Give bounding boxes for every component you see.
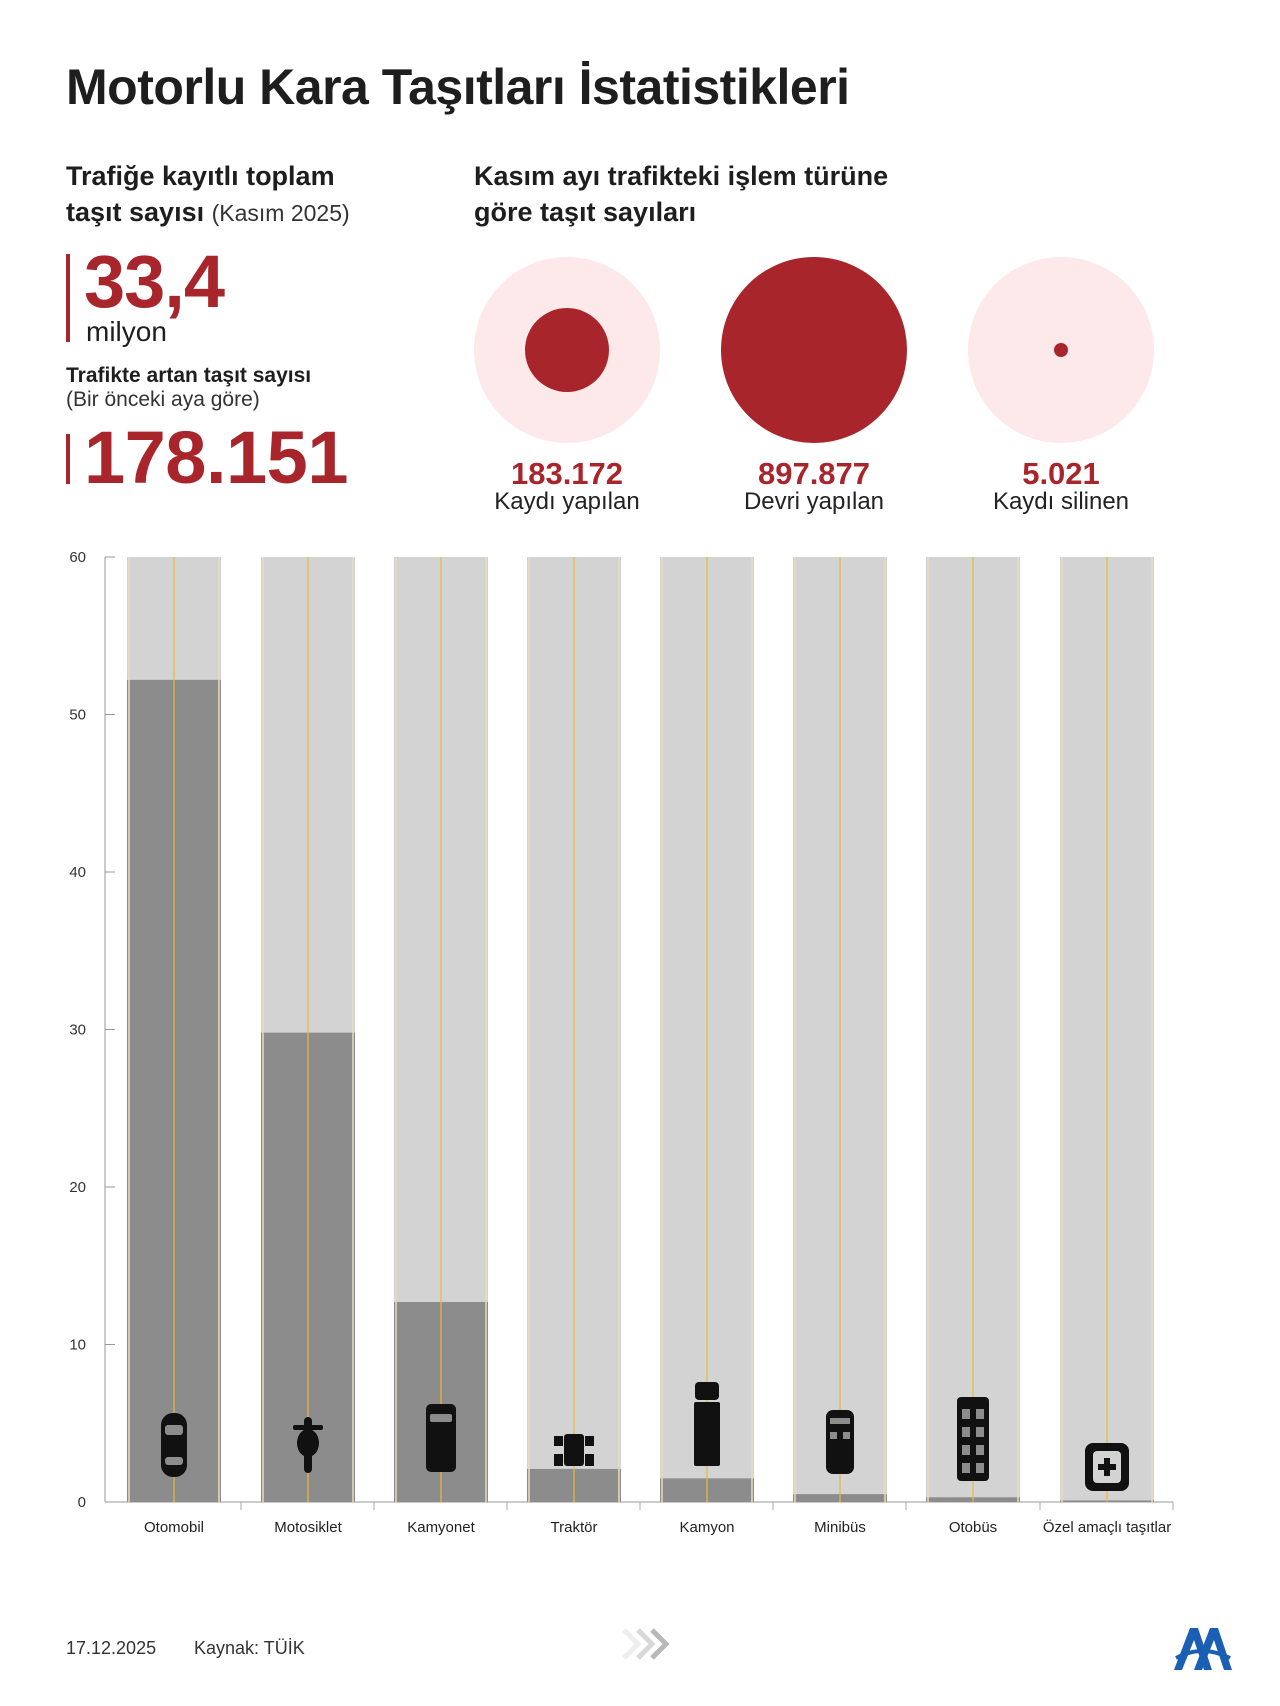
total-heading-line1: Trafiğe kayıtlı toplam: [66, 161, 335, 191]
minibus-icon: [826, 1410, 854, 1474]
y-tick-label: 50: [69, 707, 86, 724]
op-value-transferred: 897.877: [757, 456, 871, 491]
op-bubble-deregistered: [1054, 343, 1068, 357]
x-category-label: Traktör: [551, 1519, 598, 1536]
x-category-label: Kamyonet: [407, 1519, 475, 1536]
op-value-deregistered: 5.021: [1022, 456, 1100, 491]
y-tick-label: 60: [69, 549, 86, 566]
operations-bubbles: [474, 257, 1154, 443]
operations-heading: Kasım ayı trafikteki işlem türüne göre t…: [474, 158, 994, 230]
x-category-label: Özel amaçlı taşıtlar: [1043, 1518, 1171, 1536]
x-category-label: Kamyon: [679, 1519, 734, 1536]
total-heading-line2: taşıt sayısı: [66, 197, 205, 227]
y-tick-label: 10: [69, 1337, 86, 1354]
increase-value: 178.151: [84, 416, 349, 499]
y-tick-label: 0: [78, 1494, 86, 1511]
y-tick-label: 20: [69, 1179, 86, 1196]
footer-date: 17.12.2025: [66, 1638, 157, 1658]
agency-logo-icon: [1174, 1628, 1232, 1670]
operations-heading-line2: göre taşıt sayıları: [474, 197, 697, 227]
vehicle-type-bar-chart: 0 10 20 30 40 50 60 Otomobil Motosiklet Kamyonet T…: [69, 549, 1174, 1536]
increase-accent-bar: [66, 434, 70, 484]
op-label-transferred: Devri yapılan: [743, 488, 885, 515]
total-unit: milyon: [86, 316, 167, 347]
total-heading: Trafiğe kayıtlı toplam taşıt sayısı (Kas…: [66, 158, 446, 231]
truck-icon: [694, 1382, 720, 1466]
y-tick-label: 30: [69, 1022, 86, 1039]
increase-subheading: (Bir önceki aya göre): [66, 388, 260, 411]
total-value: 33,4: [84, 240, 225, 323]
total-heading-note: (Kasım 2025): [211, 200, 350, 226]
car-icon: [161, 1413, 187, 1477]
total-accent-bar: [66, 254, 70, 342]
x-category-label: Otomobil: [144, 1519, 204, 1536]
operations-heading-line1: Kasım ayı trafikteki işlem türüne: [474, 161, 889, 191]
pickup-truck-icon: [426, 1404, 456, 1472]
tractor-icon: [554, 1434, 594, 1466]
bus-icon: [957, 1397, 989, 1481]
motorcycle-icon: [293, 1417, 323, 1473]
page-title: Motorlu Kara Taşıtları İstatistikleri: [66, 59, 850, 115]
increase-heading: Trafikte artan taşıt sayısı: [66, 364, 312, 387]
op-value-registered: 183.172: [510, 456, 624, 491]
chevrons-icon: [622, 1628, 670, 1660]
y-tick-label: 40: [69, 864, 86, 881]
x-category-label: Motosiklet: [274, 1519, 342, 1536]
op-bubble-registered: [525, 308, 609, 392]
op-label-deregistered: Kaydı silinen: [992, 488, 1130, 515]
special-vehicle-icon: [1085, 1443, 1129, 1491]
x-category-label: Minibüs: [814, 1519, 866, 1536]
op-bubble-transferred: [721, 257, 907, 443]
op-label-registered: Kaydı yapılan: [494, 488, 640, 515]
x-category-label: Otobüs: [949, 1519, 997, 1536]
footer-source: Kaynak: TÜİK: [194, 1638, 305, 1658]
